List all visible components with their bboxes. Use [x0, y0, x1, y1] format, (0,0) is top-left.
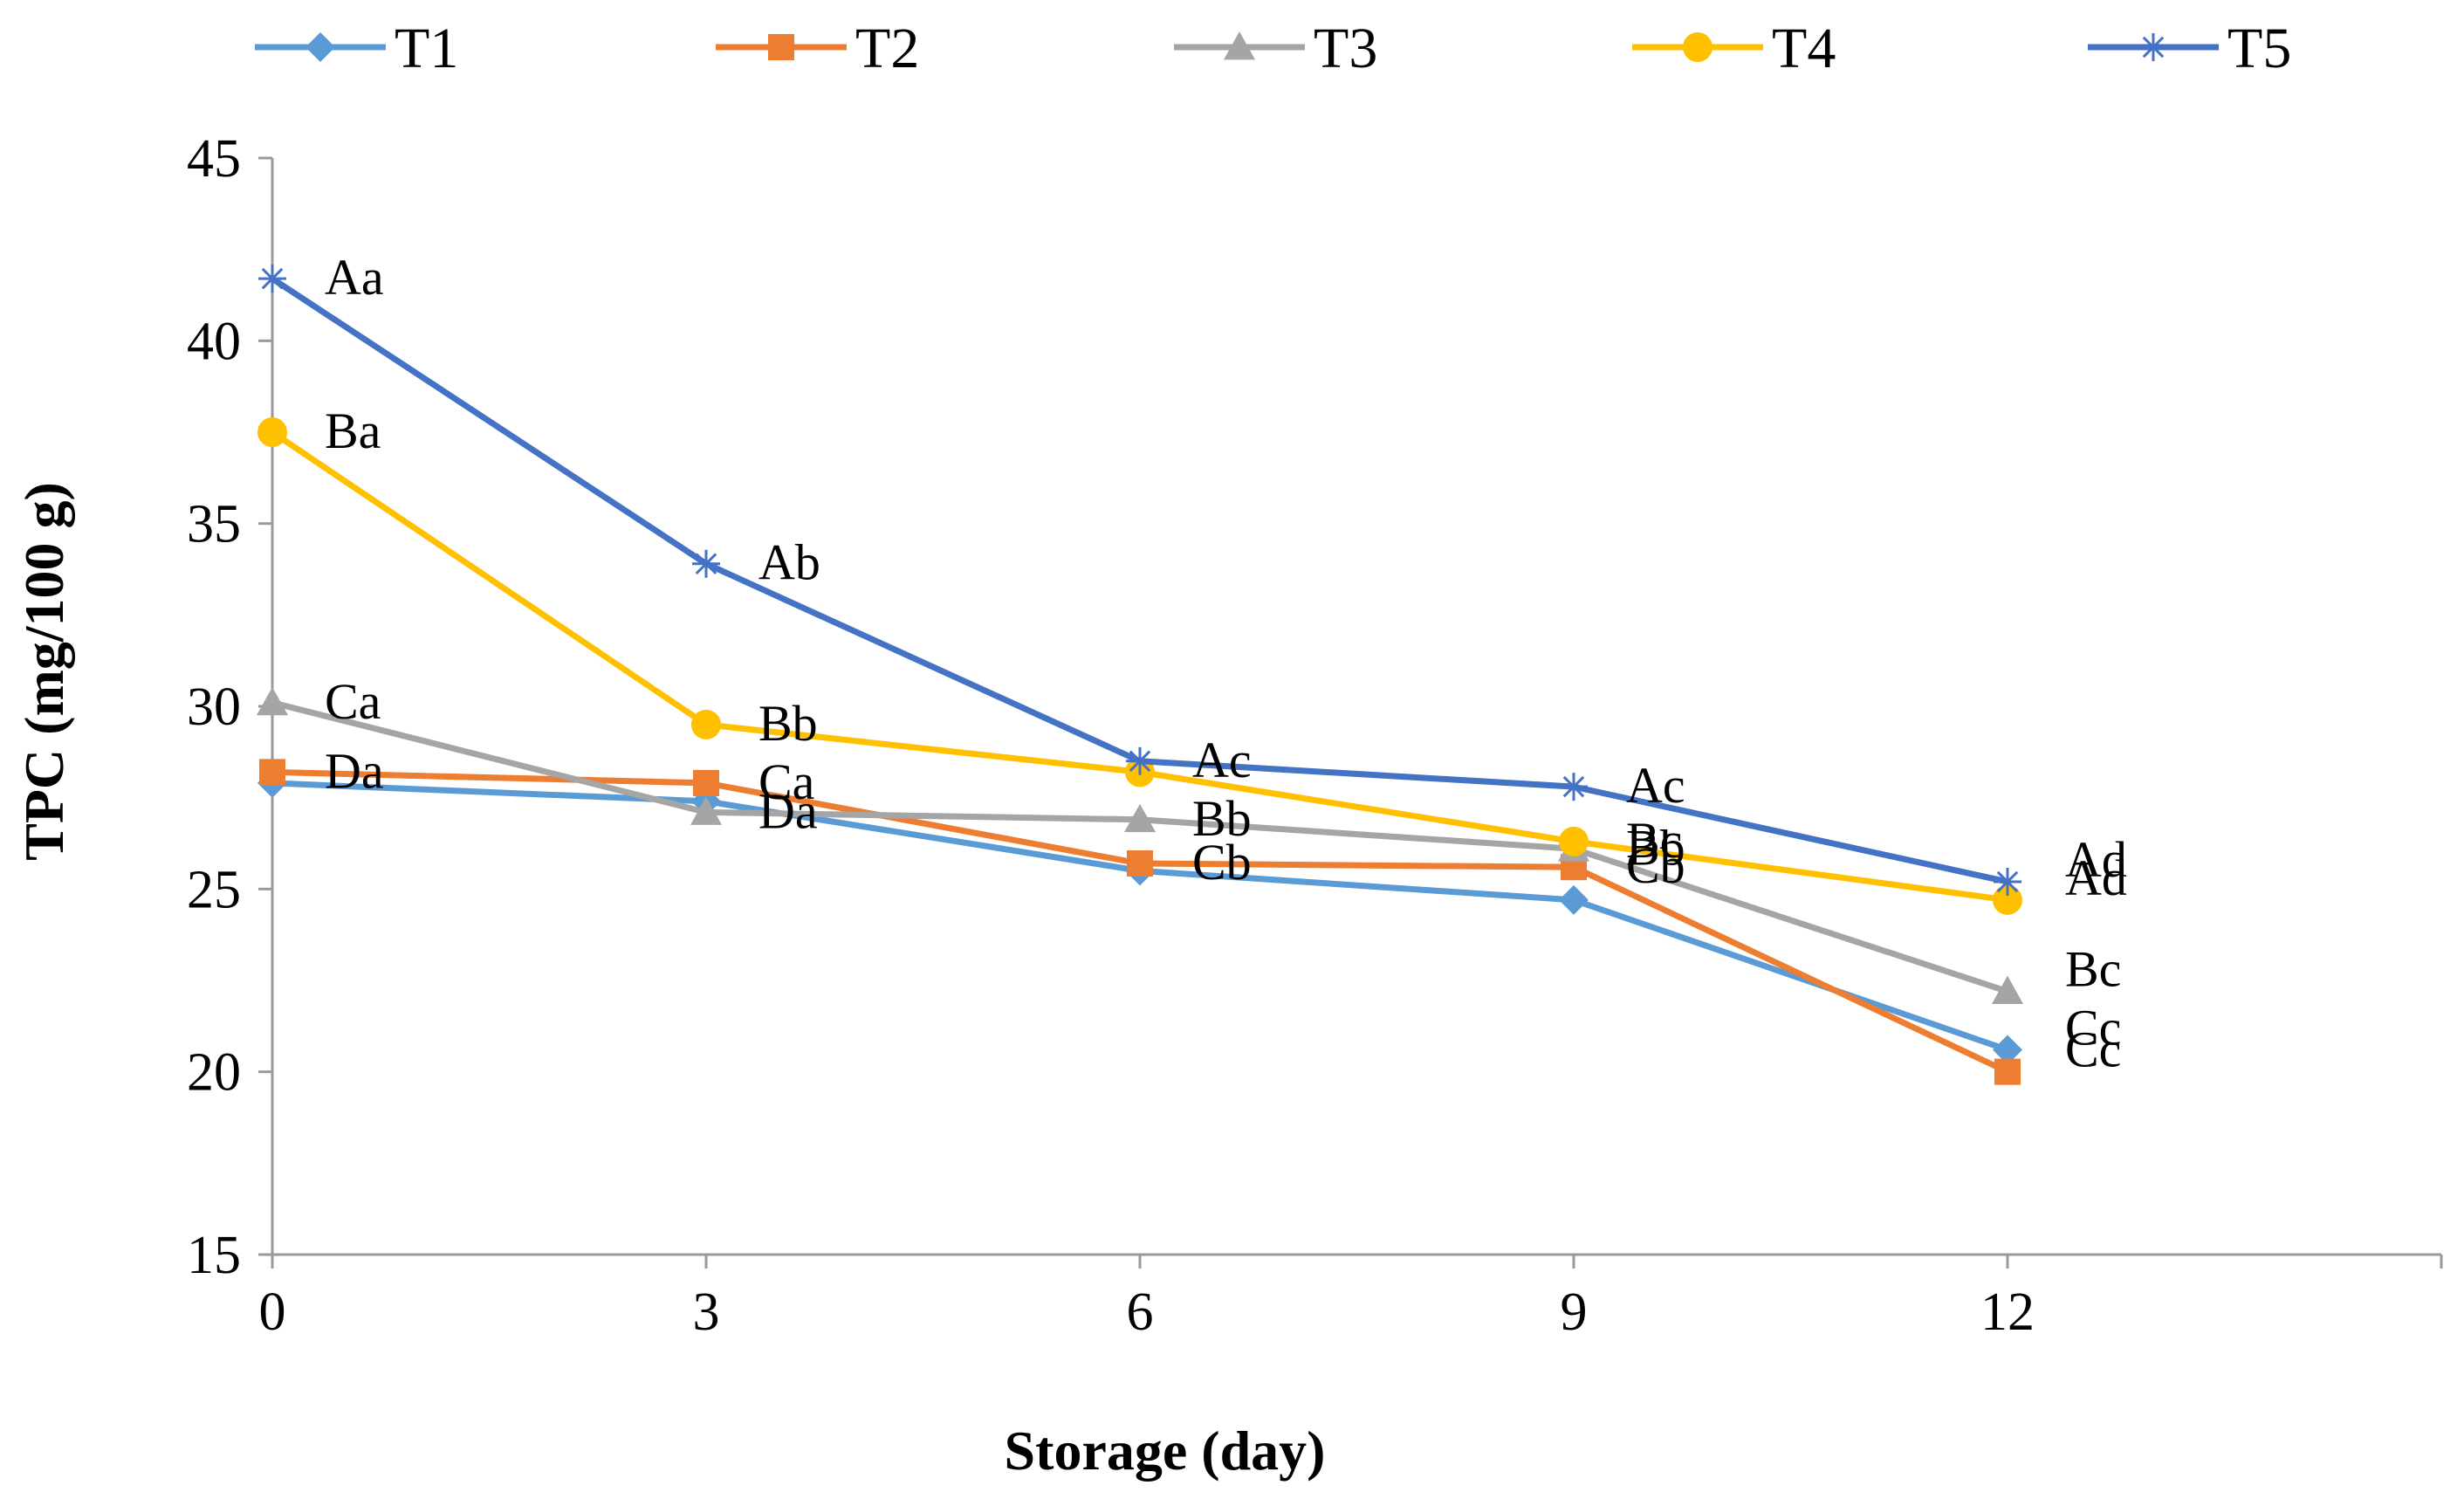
series-t5	[258, 265, 2021, 896]
point-label-t2: Cc	[2065, 1021, 2121, 1078]
point-label-t5: Ac	[1192, 732, 1252, 788]
series-t2	[259, 759, 2021, 1085]
point-label-t2: Da	[325, 742, 384, 799]
data-point-t5	[692, 549, 720, 578]
point-label-t3: Ca	[325, 673, 381, 730]
legend-item-t5: T5	[2088, 17, 2291, 80]
plot-area	[257, 265, 2023, 1085]
y-tick-label: 35	[187, 495, 241, 554]
y-tick-label: 30	[187, 677, 241, 737]
x-tick-label: 0	[259, 1283, 286, 1342]
data-point-t2	[1994, 1058, 2021, 1085]
data-point-t4	[691, 709, 721, 739]
point-label-t3: Bb	[1192, 790, 1252, 847]
point-label-t4: Ad	[2065, 849, 2127, 906]
data-point-t2	[259, 759, 285, 786]
data-point-t5	[258, 265, 286, 293]
y-tick-label: 45	[187, 129, 241, 189]
point-label-t5: Ac	[1626, 757, 1685, 814]
legend-label-t1: T1	[395, 17, 458, 80]
axes: 15 20 25 30 35 40 45 0 3 6 9 12	[187, 129, 2443, 1342]
x-tick-label: 12	[1980, 1283, 2035, 1342]
data-point-t1	[1559, 884, 1589, 915]
legend: T1 T2 T3 T4 T5	[255, 17, 2291, 80]
y-tick-label: 15	[187, 1226, 241, 1285]
data-point-t3	[257, 686, 288, 716]
data-point-t1	[1993, 1035, 2022, 1065]
legend-marker-t4	[1683, 32, 1712, 62]
point-label-t3: Bc	[2065, 941, 2121, 998]
x-ticks: 0 3 6 9 12	[259, 1255, 2443, 1342]
y-tick-label: 20	[187, 1043, 241, 1103]
legend-marker-t3	[1224, 31, 1255, 60]
legend-label-t3: T3	[1314, 17, 1377, 80]
legend-label-t2: T2	[855, 17, 919, 80]
y-tick-label: 25	[187, 860, 241, 919]
point-label-t5: Aa	[325, 249, 384, 306]
point-label-t5: Ab	[758, 534, 820, 591]
x-axis-title: Storage (day)	[1005, 1420, 1326, 1482]
data-point-t2	[693, 769, 719, 796]
legend-marker-t5	[2139, 33, 2167, 61]
data-point-t5	[1126, 746, 1154, 775]
data-point-t4	[1993, 884, 2022, 915]
data-point-t3	[1124, 803, 1156, 833]
point-label-t5: Ad	[2065, 831, 2127, 888]
point-label-t4: Ba	[325, 402, 381, 459]
point-label-t4: Bb	[758, 695, 818, 752]
legend-marker-t1	[305, 32, 335, 62]
series-t4	[257, 417, 2022, 915]
point-label-t1: Cc	[2065, 1000, 2121, 1056]
y-axis-title: TPC (mg/100 g)	[13, 482, 75, 861]
point-label-t3: Bb	[1626, 819, 1685, 876]
data-point-t4	[257, 417, 287, 447]
data-point-t5	[1994, 867, 2021, 896]
legend-item-t1: T1	[255, 17, 458, 80]
x-tick-label: 6	[1127, 1283, 1154, 1342]
y-ticks: 15 20 25 30 35 40 45	[187, 129, 272, 1285]
legend-label-t5: T5	[2227, 17, 2291, 80]
data-point-t2	[1127, 850, 1153, 877]
data-point-t4	[1559, 826, 1589, 856]
y-tick-label: 40	[187, 312, 241, 371]
x-tick-label: 9	[1561, 1283, 1588, 1342]
point-label-t2: Cb	[1626, 837, 1685, 894]
legend-label-t4: T4	[1772, 17, 1836, 80]
point-label-t4: Bc	[1626, 812, 1682, 869]
legend-item-t4: T4	[1632, 17, 1836, 80]
point-label-t2: Ca	[758, 753, 814, 810]
legend-item-t3: T3	[1174, 17, 1377, 80]
legend-marker-t2	[768, 34, 794, 60]
data-point-t5	[1560, 773, 1588, 801]
data-point-t3	[1992, 975, 2023, 1004]
point-label-t2: Cb	[1192, 834, 1252, 891]
point-label-t3: Da	[758, 782, 818, 839]
x-tick-label: 3	[693, 1283, 720, 1342]
data-point-t3	[690, 796, 722, 825]
legend-item-t2: T2	[716, 17, 919, 80]
